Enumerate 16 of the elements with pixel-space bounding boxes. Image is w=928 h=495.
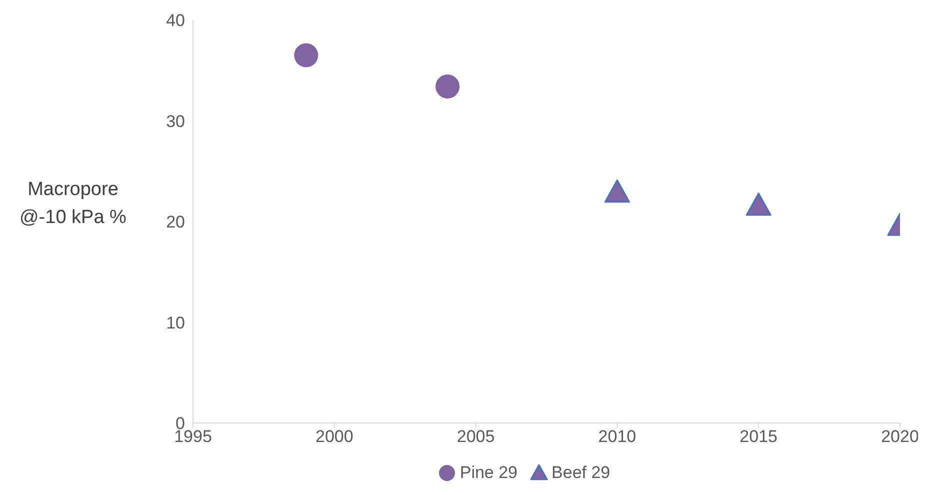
x-tick-label: 2015: [740, 427, 778, 446]
y-axis-title: Macropore @-10 kPa %: [18, 178, 128, 230]
y-tick-label: 40: [166, 11, 185, 30]
y-tick-label: 20: [166, 212, 185, 232]
legend-label: Beef 29: [552, 463, 610, 483]
point: [436, 74, 460, 98]
legend-label: Pine 29: [460, 463, 518, 483]
x-tick-label: 2010: [598, 427, 636, 446]
point: [294, 43, 318, 68]
y-tick-label: 10: [166, 313, 185, 332]
x-tick-label: 2005: [456, 427, 495, 446]
y-tick-label: 30: [166, 112, 185, 131]
point: [604, 180, 630, 203]
x-tick-label: 2020: [881, 427, 919, 446]
point: [746, 192, 772, 216]
x-tick-label: 2000: [315, 427, 354, 446]
